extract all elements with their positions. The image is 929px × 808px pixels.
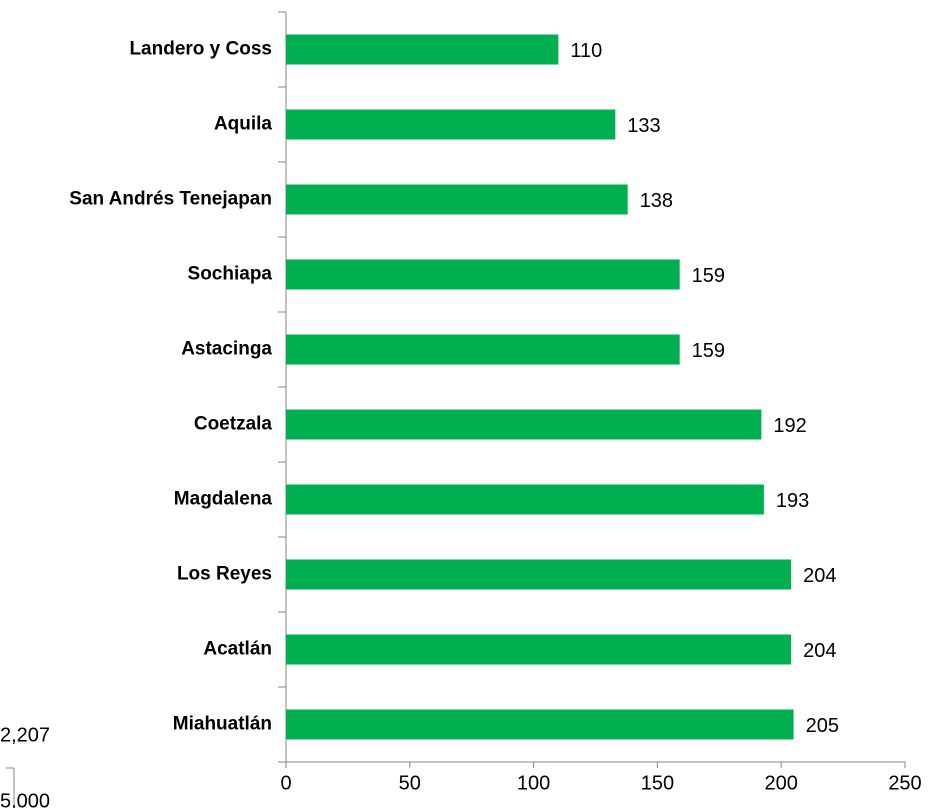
value-label: 133: [627, 115, 660, 137]
category-label: Magdalena: [174, 489, 273, 510]
bar: [286, 184, 628, 215]
x-tick-label: 250: [888, 772, 921, 794]
value-label: 159: [692, 340, 725, 362]
bar: [286, 484, 764, 515]
value-label: 204: [803, 640, 836, 662]
bar: [286, 34, 559, 65]
value-label: 193: [776, 490, 809, 512]
category-label: San Andrés Tenejapan: [69, 189, 272, 210]
value-label: 204: [803, 565, 836, 587]
category-label: Aquila: [214, 114, 272, 135]
bar: [286, 334, 680, 365]
cropped-label: 2,207: [0, 724, 50, 746]
value-label: 110: [570, 40, 602, 62]
category-label: Miahuatlán: [173, 714, 272, 735]
bar: [286, 109, 616, 140]
bar: [286, 409, 762, 440]
bar: [286, 634, 792, 665]
x-tick-label: 0: [280, 772, 291, 794]
bar: [286, 559, 792, 590]
value-label: 138: [640, 190, 673, 212]
bar: [286, 709, 794, 740]
category-label: Coetzala: [194, 414, 273, 435]
category-label: Landero y Coss: [129, 39, 272, 60]
x-tick-label: 100: [517, 772, 550, 794]
x-tick-label: 50: [399, 772, 421, 794]
x-tick-label: 150: [641, 772, 674, 794]
value-label: 159: [692, 265, 725, 287]
x-tick-label: 200: [765, 772, 798, 794]
category-label: Astacinga: [181, 339, 272, 360]
category-label: Acatlán: [203, 639, 272, 660]
cropped-label: 5,000: [0, 790, 50, 808]
category-label: Los Reyes: [177, 564, 272, 585]
value-label: 205: [806, 715, 839, 737]
value-label: 192: [773, 415, 806, 437]
category-label: Sochiapa: [188, 264, 273, 285]
bar: [286, 259, 680, 290]
